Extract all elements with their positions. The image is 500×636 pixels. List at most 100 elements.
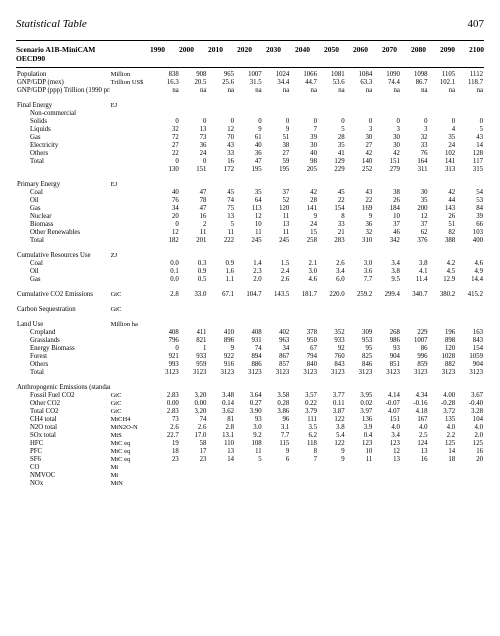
data-cell — [263, 251, 291, 259]
data-cell — [456, 383, 484, 391]
data-cell: 44.7 — [290, 78, 318, 86]
data-cell: 963 — [263, 336, 291, 344]
data-cell: 3.4 — [373, 431, 401, 439]
data-cell: 18 — [152, 447, 180, 455]
data-cell — [401, 471, 429, 479]
data-cell: 39 — [290, 133, 318, 141]
data-cell — [429, 383, 457, 391]
row-label: Other Renewables — [16, 228, 110, 236]
data-cell: 0 — [346, 117, 374, 125]
data-cell: 12.9 — [429, 275, 457, 283]
data-cell — [346, 251, 374, 259]
data-cell — [346, 383, 374, 391]
data-cell: 40 — [290, 149, 318, 157]
data-cell: na — [429, 86, 457, 94]
data-cell — [429, 109, 457, 117]
data-cell: 22 — [346, 196, 374, 204]
data-cell: 51 — [263, 133, 291, 141]
table-row: Gas0.00.51.12.02.64.66.07.79.511.412.914… — [16, 275, 484, 283]
data-cell: 3.58 — [263, 391, 291, 399]
data-cell: -0.07 — [373, 399, 401, 407]
data-cell — [429, 180, 457, 188]
data-cell: 4.6 — [456, 259, 484, 267]
data-cell: 195 — [235, 165, 263, 173]
data-cell: 3123 — [456, 368, 484, 376]
row-label: Gas — [16, 204, 110, 212]
data-cell: 23 — [152, 455, 180, 463]
data-cell: 0.02 — [346, 399, 374, 407]
data-cell — [180, 479, 208, 487]
data-cell: 63.3 — [346, 78, 374, 86]
data-cell — [429, 479, 457, 487]
data-cell: 408 — [152, 328, 180, 336]
data-cell: 9.5 — [373, 275, 401, 283]
table-row: Total0016475998129140151164141117 — [16, 157, 484, 165]
row-label: GNP/GDP (ppp) Trillion (1990 prices) — [16, 86, 110, 94]
data-cell: 821 — [180, 336, 208, 344]
data-cell: 35 — [429, 133, 457, 141]
data-cell: 245 — [235, 236, 263, 244]
data-cell — [456, 109, 484, 117]
row-unit: MtS — [110, 431, 153, 439]
data-cell: 2.0 — [456, 431, 484, 439]
data-cell: 9 — [207, 344, 235, 352]
row-label: CO — [16, 463, 110, 471]
data-cell: 3123 — [235, 368, 263, 376]
table-row: Non-commercial — [16, 109, 484, 117]
data-cell: 342 — [373, 236, 401, 244]
data-cell: 11.4 — [401, 275, 429, 283]
data-cell: 352 — [318, 328, 346, 336]
data-cell: 3.28 — [456, 407, 484, 415]
row-unit: GtC — [110, 399, 153, 407]
data-cell: 2.6 — [318, 259, 346, 267]
data-cell: 9 — [318, 447, 346, 455]
data-cell: 0.9 — [207, 259, 235, 267]
data-cell — [401, 180, 429, 188]
data-cell: 3.64 — [235, 391, 263, 399]
data-cell: 200 — [401, 204, 429, 212]
table-row: Total18220122224524525828331034237638840… — [16, 236, 484, 244]
row-unit — [110, 344, 153, 352]
year-header: 2000 — [165, 45, 194, 63]
data-cell: 2.3 — [235, 267, 263, 275]
data-cell: 103 — [456, 228, 484, 236]
table-row: HFCMtC eq1958110108115118122123123124125… — [16, 439, 484, 447]
data-cell: 922 — [207, 352, 235, 360]
data-cell — [429, 463, 457, 471]
data-cell — [290, 383, 318, 391]
data-cell: 3.0 — [235, 423, 263, 431]
data-cell: 12 — [152, 228, 180, 236]
scenario-line2: OECD90 — [16, 54, 136, 63]
data-cell: 315 — [456, 165, 484, 173]
data-cell: 0 — [290, 117, 318, 125]
data-cell — [401, 463, 429, 471]
data-cell: 42 — [290, 188, 318, 196]
data-cell: 3123 — [263, 368, 291, 376]
data-cell: 110 — [207, 439, 235, 447]
data-cell: 141 — [429, 157, 457, 165]
table-row: Gas727370615139283030323543 — [16, 133, 484, 141]
data-cell — [429, 320, 457, 328]
data-cell: 117 — [456, 157, 484, 165]
table-row: Other CO2GtC0.000.000.140.270.280.220.11… — [16, 399, 484, 407]
data-cell — [318, 101, 346, 109]
data-cell: 11 — [263, 212, 291, 220]
data-cell: 59 — [263, 157, 291, 165]
row-unit: Million ha — [110, 320, 153, 328]
data-cell: 3.95 — [346, 391, 374, 399]
row-unit — [110, 259, 153, 267]
data-cell: 13 — [207, 447, 235, 455]
data-cell: 7.7 — [263, 431, 291, 439]
data-cell: na — [401, 86, 429, 94]
data-cell: 7 — [290, 455, 318, 463]
data-cell: 102.1 — [429, 78, 457, 86]
row-label: N2O total — [16, 423, 110, 431]
data-cell: 0 — [152, 117, 180, 125]
data-cell: 13 — [373, 455, 401, 463]
table-row: Anthropogenic Emissions (standardized) — [16, 383, 484, 391]
data-cell: 52 — [263, 196, 291, 204]
data-cell: 30 — [401, 188, 429, 196]
data-cell: 35 — [318, 141, 346, 149]
data-cell: 21 — [318, 228, 346, 236]
data-cell: 3 — [401, 125, 429, 133]
